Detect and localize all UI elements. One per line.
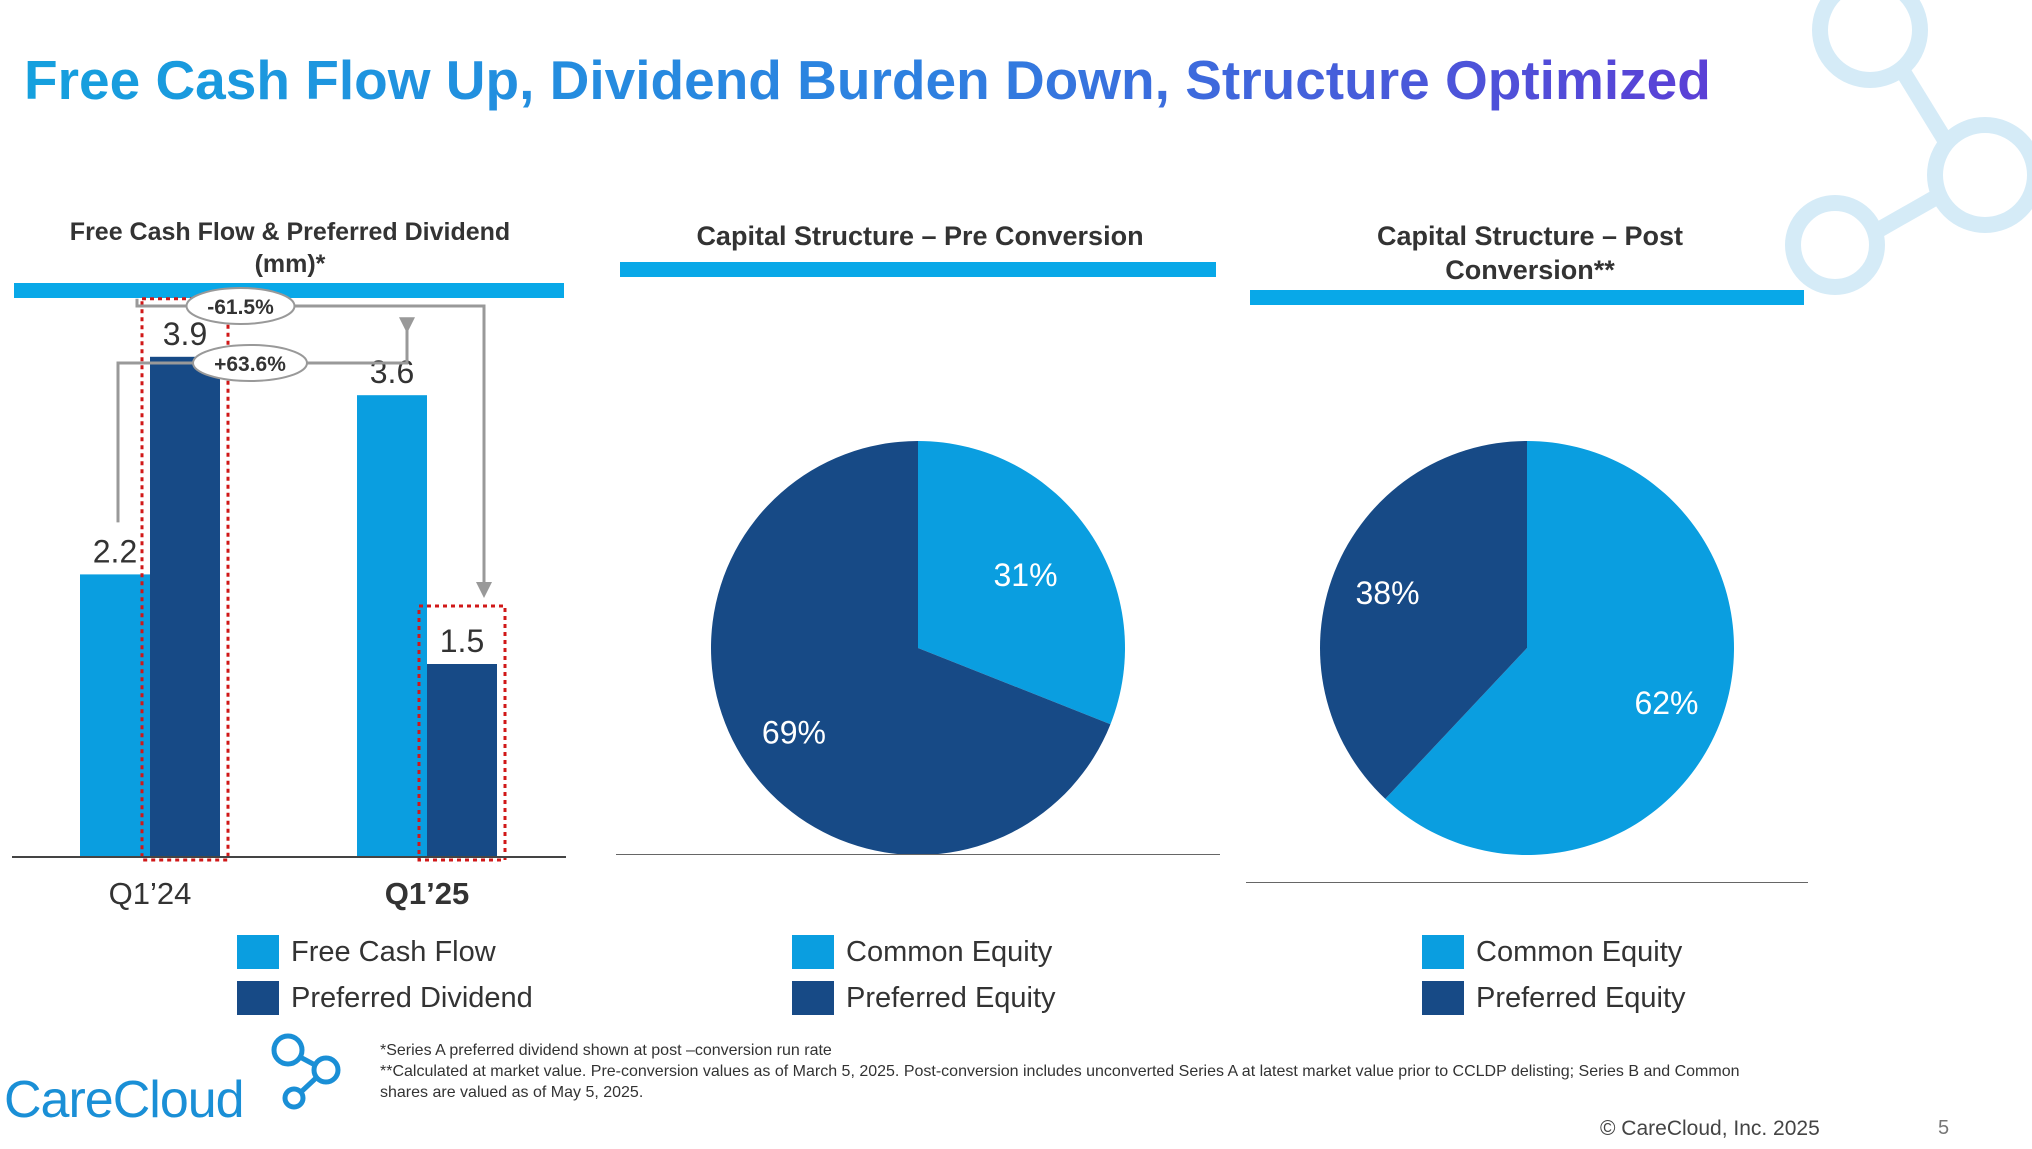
pie-slice-label: 69% (762, 714, 826, 750)
page-number: 5 (1938, 1117, 1950, 1139)
bar-preferred-dividend-0 (150, 356, 220, 856)
pie-slice-label: 31% (993, 557, 1057, 593)
legend-label-preferred-dividend: Preferred Dividend (291, 981, 533, 1014)
legend-item-common-equity-pre: Common Equity (792, 932, 1056, 972)
pie-slice-common-equity (1385, 441, 1734, 855)
molecule-decoration-icon (1785, 0, 2032, 295)
pie-slice-preferred-equity (1320, 441, 1527, 799)
footnote-market-value: **Calculated at market value. Pre-conver… (380, 1063, 1740, 1101)
legend-label-preferred-equity-pre: Preferred Equity (846, 981, 1056, 1014)
legend-swatch-preferred-equity-post (1422, 981, 1464, 1015)
pie-pre-baseline (616, 854, 1220, 855)
bar-chart-title-bar (14, 283, 564, 298)
bar-chart-legend: Free Cash Flow Preferred Dividend (237, 932, 533, 1024)
legend-label-common-equity-post: Common Equity (1476, 935, 1683, 968)
legend-swatch-free-cash-flow (237, 935, 279, 969)
annotation-label: +63.6% (214, 353, 286, 376)
pie-slice-label: 38% (1356, 575, 1420, 611)
bar-preferred-dividend-1 (427, 664, 497, 856)
bar-value-label: 2.2 (93, 533, 137, 569)
x-tick-label: Q1’25 (385, 876, 469, 911)
annotation-badge (192, 344, 308, 382)
bar-chart-baseline (12, 856, 566, 858)
legend-item-preferred-equity-pre: Preferred Equity (792, 978, 1056, 1018)
pie-post-title-bar (1250, 290, 1804, 305)
pie-pre-title: Capital Structure – Pre Conversion (696, 221, 1144, 251)
legend-label-free-cash-flow: Free Cash Flow (291, 935, 496, 968)
bar-value-label: 1.5 (440, 623, 484, 659)
highlight-box (140, 297, 230, 862)
arrow-preferred-dividend (135, 298, 486, 584)
legend-swatch-common-equity-pre (792, 935, 834, 969)
pie-chart-post-conversion: 62% 38% (1320, 441, 1734, 855)
x-tick-label: Q1’24 (109, 876, 192, 911)
annotation-label: -61.5% (207, 296, 274, 319)
legend-swatch-preferred-dividend (237, 981, 279, 1015)
pie-slice-preferred-equity (711, 441, 1111, 855)
pie-post-legend: Common Equity Preferred Equity (1422, 932, 1686, 1024)
legend-swatch-common-equity-post (1422, 935, 1464, 969)
bar-free-cash-flow-0 (80, 574, 150, 856)
legend-item-common-equity-post: Common Equity (1422, 932, 1686, 972)
footnote-series-a: *Series A preferred dividend shown at po… (380, 1042, 832, 1059)
legend-item-preferred-dividend: Preferred Dividend (237, 978, 533, 1018)
logo-text: CareCloud (4, 1071, 245, 1129)
bar-value-label: 3.9 (163, 316, 207, 352)
legend-label-common-equity-pre: Common Equity (846, 935, 1053, 968)
bar-chart: 2.23.9Q1’243.61.5Q1’25-61.5%+63.6% (80, 287, 507, 911)
pie-slice-label: 62% (1634, 685, 1698, 721)
slide-title: Free Cash Flow Up, Dividend Burden Down,… (24, 49, 1711, 111)
pie-chart-pre-conversion: 31% 69% (711, 441, 1125, 855)
logo-molecule-icon (271, 1033, 341, 1110)
annotation-badge (185, 287, 296, 325)
pie-pre-legend: Common Equity Preferred Equity (792, 932, 1056, 1024)
arrowhead-icon (476, 582, 492, 598)
legend-item-free-cash-flow: Free Cash Flow (237, 932, 533, 972)
pie-post-baseline (1246, 882, 1808, 883)
highlight-box (417, 604, 507, 862)
bar-chart-title: Free Cash Flow & Preferred Dividend (mm)… (69, 218, 511, 278)
pie-post-title: Capital Structure – Post Conversion** (1376, 221, 1684, 285)
legend-item-preferred-equity-post: Preferred Equity (1422, 978, 1686, 1018)
legend-label-preferred-equity-post: Preferred Equity (1476, 981, 1686, 1014)
footnotes: *Series A preferred dividend shown at po… (380, 1040, 1780, 1103)
copyright-text: © CareCloud, Inc. 2025 (1600, 1117, 1820, 1140)
bar-free-cash-flow-1 (357, 395, 427, 856)
legend-swatch-preferred-equity-pre (792, 981, 834, 1015)
arrowhead-icon (399, 317, 415, 334)
pie-pre-title-bar (620, 262, 1216, 277)
carecloud-logo: CareCloud (4, 1030, 344, 1129)
pie-slice-common-equity (918, 441, 1125, 725)
